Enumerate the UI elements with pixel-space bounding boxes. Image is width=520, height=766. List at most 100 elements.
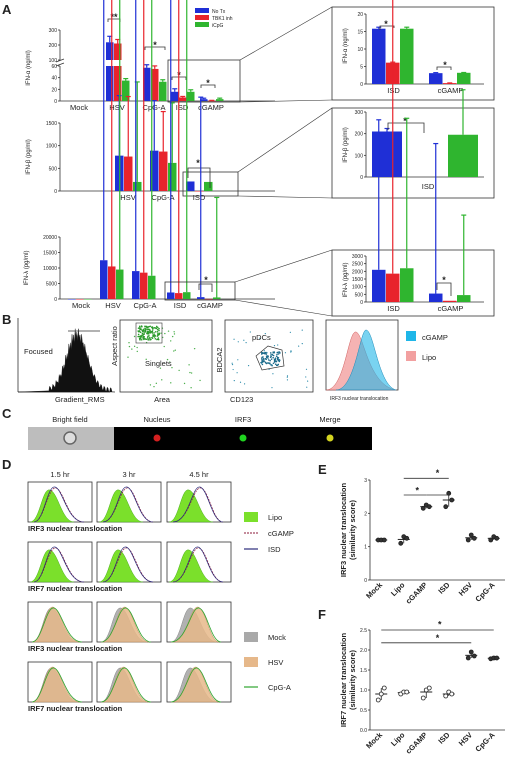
legend-label-lipo: Lipo	[422, 353, 436, 362]
singlets-dot	[167, 330, 170, 332]
bright-field-label: Bright field	[52, 415, 87, 424]
ifnb-y-tick-label: 1500	[46, 121, 57, 127]
ifnb-inset-bar-icpg	[448, 134, 478, 177]
irf3-dotplot-y-tick-label: 0	[364, 578, 367, 584]
pdcs-dot	[306, 386, 308, 388]
pdcs-dot	[263, 350, 265, 352]
ifnl-inset-bracket	[436, 282, 452, 296]
singlets-dot	[147, 339, 150, 341]
singlets-dot	[159, 367, 162, 369]
pdcs-dot	[260, 351, 263, 354]
singlets-dot	[178, 369, 180, 372]
ifnb-y-axis-title: IFN-β (pg/ml)	[26, 139, 32, 174]
pdcs-dot	[276, 353, 278, 356]
pdcs-dot	[275, 360, 278, 362]
singlets-dot	[149, 384, 152, 386]
ifnb-bar-icpg	[204, 181, 213, 191]
singlets-dot	[171, 366, 173, 369]
pdcs-gate	[255, 345, 285, 371]
legend-label-icpg: iCpG	[212, 23, 224, 29]
irf3-dotplot-y-tick-label: 1	[364, 545, 367, 551]
ifnl-bar-icpg	[148, 275, 156, 299]
ifnl-inset-bar-icpg	[457, 295, 471, 302]
singlets-dot	[157, 337, 160, 339]
pdcs-dot	[289, 331, 291, 333]
singlets-dot	[162, 336, 164, 339]
legend-swatch-hsv	[244, 657, 258, 667]
ifna-inset-y-tick-label: 15	[357, 30, 363, 36]
focused-histogram	[17, 328, 116, 393]
pdcs-dot	[268, 362, 271, 365]
singlets-dot	[158, 333, 160, 336]
histogram-hsv	[31, 606, 81, 643]
ifna-inset-x-tick-label: ISD	[387, 86, 400, 95]
pdcs-dot	[275, 355, 278, 358]
singlets-dot	[190, 386, 192, 389]
pdcs-dot	[298, 345, 300, 347]
irf3-dotplot-point	[426, 504, 432, 510]
ifnl-inset-star: *	[442, 275, 446, 285]
ifnl-inset-bar-tbk1-inh	[386, 273, 400, 302]
ifna-y-tick-label: 20	[51, 87, 57, 93]
ifnl-bar-tbk1-inh	[76, 299, 84, 300]
ifnl-inset-bar-icpg	[400, 268, 414, 302]
irf7-dotplot-point	[449, 691, 455, 697]
singlets-dot	[152, 327, 154, 330]
ifnl-bar-no-tx	[167, 292, 175, 299]
singlets-dot	[157, 326, 159, 329]
singlets-dot	[153, 385, 155, 388]
pdcs-dot	[270, 364, 272, 366]
pdcs-dot	[263, 360, 265, 362]
ifna-star-hsv: **	[110, 12, 118, 22]
ifnl-inset-y-tick-label: 3000	[352, 254, 363, 260]
pdcs-dot	[269, 359, 271, 362]
singlets-dot	[147, 332, 149, 335]
histogram-lipo	[29, 549, 75, 583]
pdcs-dot	[307, 380, 309, 382]
singlets-dot	[137, 330, 140, 333]
pdcs-dot	[284, 352, 287, 354]
pdcs-dot	[301, 329, 303, 331]
pdcs-dot	[231, 363, 234, 366]
irf7-dotplot-point	[465, 655, 471, 661]
ifnl-x-tick-label: Mock	[72, 301, 90, 310]
ifnb-inset-y-tick-label: 300	[355, 110, 364, 116]
ifna-inset-bracket-isd	[379, 25, 395, 30]
irf7-dotplot-y-axis-title-units: (similarity score)	[348, 649, 357, 710]
pdcs-dot	[269, 356, 272, 359]
irf3-label: IRF3	[235, 415, 251, 424]
histogram-lipo	[168, 489, 214, 523]
ifnl-y-tick-label: 15000	[43, 251, 57, 257]
pdcs-dot	[267, 359, 270, 361]
panel-b-label: B	[2, 312, 11, 327]
overlay-cgamp-histogram	[335, 329, 397, 391]
ifnl-star-cgamp: *	[204, 275, 208, 285]
singlets-dot	[148, 335, 150, 337]
irf7-dotplot-point	[426, 685, 432, 691]
singlets-gate	[135, 322, 163, 344]
pdcs-gate-label: pDCs	[252, 333, 271, 342]
ifnl-bar-tbk1-inh	[205, 298, 213, 300]
pdcs-dot	[233, 338, 235, 340]
irf3-dotplot-y-axis-title-units: (similarity score)	[348, 499, 357, 560]
pdcs-dot	[272, 351, 275, 354]
pdcs-dots	[231, 329, 309, 389]
ifnb-inset-y-tick-label: 0	[360, 175, 363, 181]
ifnl-inset-y-tick-label: 2500	[352, 262, 363, 268]
ifna-y-tick-label: 100	[49, 58, 58, 64]
legend-swatch-tbk1-inh	[195, 15, 209, 20]
irf3-dotplot-point	[398, 540, 404, 546]
ifnl-zoom-connector	[234, 249, 333, 283]
ifnl-inset-y-tick-label: 0	[360, 300, 363, 306]
ifnl-bracket-cgamp	[198, 283, 213, 292]
singlets-dot	[145, 325, 148, 328]
ifnb-bar-tbk1-inh	[124, 156, 133, 191]
singlets-dot	[139, 331, 142, 334]
ifnl-bar-icpg	[213, 297, 221, 299]
ifnb-bar-no-tx	[150, 150, 159, 191]
singlets-dot	[158, 329, 160, 332]
pdcs-dot	[261, 363, 264, 366]
singlets-dot	[156, 335, 159, 337]
histogram-cgamp	[172, 487, 224, 523]
